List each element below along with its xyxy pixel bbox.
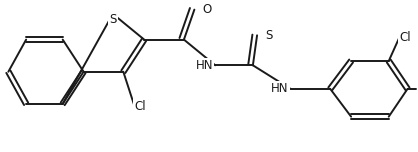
- Text: O: O: [203, 3, 212, 16]
- Text: Cl: Cl: [400, 31, 411, 44]
- Text: S: S: [109, 13, 117, 26]
- Text: S: S: [265, 29, 273, 42]
- Text: HN: HN: [271, 82, 288, 95]
- Text: HN: HN: [196, 59, 213, 72]
- Text: Cl: Cl: [134, 100, 146, 112]
